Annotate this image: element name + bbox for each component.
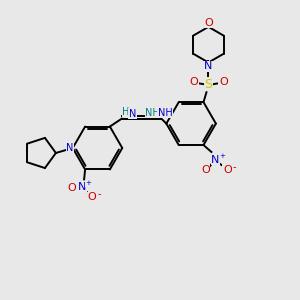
Text: N: N: [204, 61, 213, 71]
Text: O: O: [189, 77, 198, 87]
Text: H: H: [122, 107, 129, 117]
Text: +: +: [219, 153, 225, 159]
Text: O: O: [88, 192, 96, 202]
Text: NH: NH: [145, 108, 160, 118]
Text: N: N: [129, 109, 136, 119]
Text: +: +: [85, 180, 91, 186]
Text: O: O: [204, 18, 213, 28]
Text: O: O: [223, 165, 232, 175]
Text: O: O: [68, 183, 76, 193]
Text: N: N: [78, 182, 86, 192]
Text: -: -: [97, 189, 101, 199]
Text: O: O: [201, 165, 210, 175]
Text: S: S: [205, 78, 212, 91]
Text: NH: NH: [158, 108, 173, 118]
Text: O: O: [219, 77, 228, 87]
Text: N: N: [66, 143, 74, 153]
Text: -: -: [232, 162, 236, 172]
Text: N: N: [211, 155, 220, 165]
